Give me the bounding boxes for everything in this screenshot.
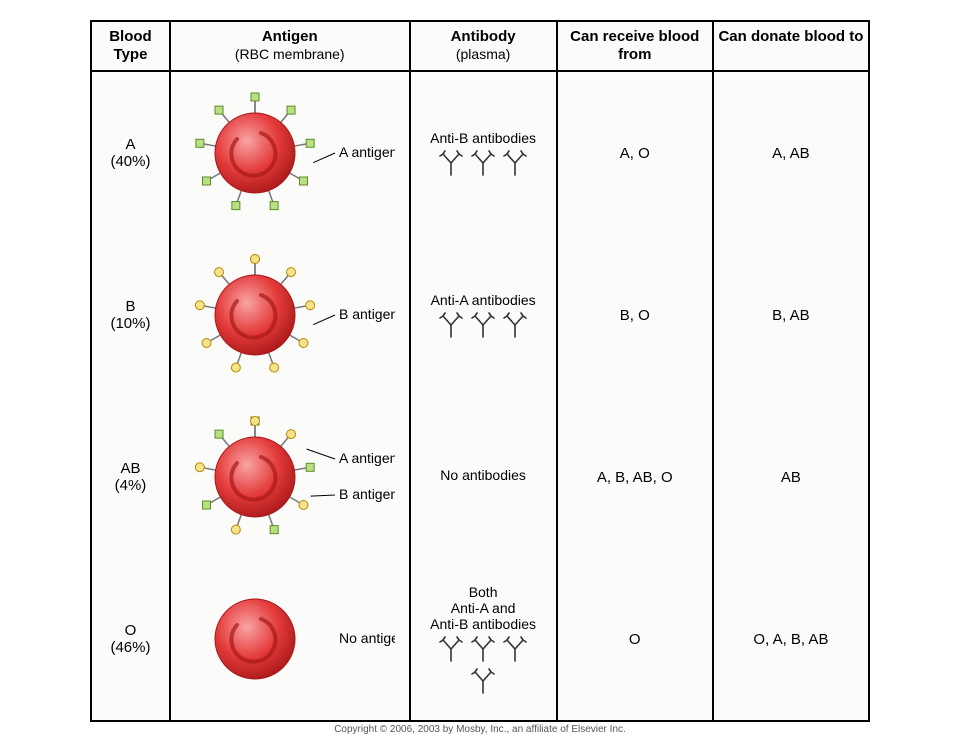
rbc-icon: A antigen B antigen <box>185 407 395 547</box>
type-percent: (40%) <box>96 153 165 170</box>
header-antibody-sub: (plasma) <box>415 46 552 63</box>
receive-cell: A, B, AB, O <box>557 396 713 558</box>
table-row: AB (4%) A antigen B antigen No antibodies A… <box>91 396 869 558</box>
antibody-icon <box>438 312 464 338</box>
antibody-icon <box>438 150 464 176</box>
blood-type-chart: Blood Type Antigen (RBC membrane) Antibo… <box>0 0 960 745</box>
antibody-label: Anti-B antibodies <box>415 130 552 146</box>
antibody-cell: No antibodies <box>410 396 557 558</box>
donate-cell: B, AB <box>713 234 869 396</box>
header-blood-type-label: Blood Type <box>109 28 152 63</box>
blood-type-cell: A (40%) <box>91 71 170 234</box>
table-row: B (10%) B antigen Anti-A antibodies <box>91 234 869 396</box>
header-receive-label: Can receive blood from <box>570 28 699 63</box>
type-percent: (46%) <box>96 639 165 656</box>
copyright-text: Copyright © 2006, 2003 by Mosby, Inc., a… <box>90 724 870 735</box>
antibody-cell: Anti-A antibodies <box>410 234 557 396</box>
rbc-icon: A antigen <box>185 83 395 223</box>
type-name: AB <box>96 460 165 477</box>
donate-cell: A, AB <box>713 71 869 234</box>
blood-type-table: Blood Type Antigen (RBC membrane) Antibo… <box>90 20 870 722</box>
antibody-icons <box>428 150 538 176</box>
header-antigen-label: Antigen <box>262 28 318 45</box>
type-percent: (4%) <box>96 477 165 494</box>
receive-cell: O <box>557 558 713 721</box>
header-blood-type: Blood Type <box>91 21 170 71</box>
antibody-icon <box>502 636 528 662</box>
donate-cell: AB <box>713 396 869 558</box>
rbc-icon: No antigen <box>185 569 395 709</box>
type-name: B <box>96 298 165 315</box>
antibody-icon <box>470 636 496 662</box>
type-percent: (10%) <box>96 315 165 332</box>
table-row: A (40%) A antigen Anti-B antibodies <box>91 71 869 234</box>
blood-type-cell: AB (4%) <box>91 396 170 558</box>
antibody-icon <box>502 312 528 338</box>
table-row: O (46%) No antigen BothAnti-A andAnti-B a… <box>91 558 869 721</box>
antigen-cell: A antigen <box>170 71 410 234</box>
receive-cell: B, O <box>557 234 713 396</box>
antigen-cell: B antigen <box>170 234 410 396</box>
antibody-icons <box>428 312 538 338</box>
donate-cell: O, A, B, AB <box>713 558 869 721</box>
type-name: A <box>96 136 165 153</box>
rbc-icon: B antigen <box>185 245 395 385</box>
header-antigen: Antigen (RBC membrane) <box>170 21 410 71</box>
antibody-label: BothAnti-A andAnti-B antibodies <box>415 584 552 632</box>
header-donate: Can donate blood to <box>713 21 869 71</box>
antigen-cell: No antigen <box>170 558 410 721</box>
antibody-icon <box>470 312 496 338</box>
header-antibody: Antibody (plasma) <box>410 21 557 71</box>
header-antibody-label: Antibody <box>451 28 516 45</box>
svg-text:B antigen: B antigen <box>339 306 395 322</box>
antibody-cell: BothAnti-A andAnti-B antibodies <box>410 558 557 721</box>
svg-text:A antigen: A antigen <box>339 144 395 160</box>
antibody-icons <box>428 636 538 694</box>
antibody-icon <box>470 150 496 176</box>
antibody-label: No antibodies <box>415 467 552 483</box>
antigen-cell: A antigen B antigen <box>170 396 410 558</box>
antibody-label: Anti-A antibodies <box>415 292 552 308</box>
antibody-icon <box>438 636 464 662</box>
header-antigen-sub: (RBC membrane) <box>175 46 405 63</box>
antibody-cell: Anti-B antibodies <box>410 71 557 234</box>
type-name: O <box>96 622 165 639</box>
antibody-icon <box>502 150 528 176</box>
blood-type-cell: O (46%) <box>91 558 170 721</box>
header-donate-label: Can donate blood to <box>718 28 863 45</box>
svg-text:No antigen: No antigen <box>339 630 395 646</box>
receive-cell: A, O <box>557 71 713 234</box>
header-receive: Can receive blood from <box>557 21 713 71</box>
header-row: Blood Type Antigen (RBC membrane) Antibo… <box>91 21 869 71</box>
svg-text:A antigen: A antigen <box>339 450 395 466</box>
blood-type-cell: B (10%) <box>91 234 170 396</box>
svg-text:B antigen: B antigen <box>339 486 395 502</box>
antibody-icon <box>470 668 496 694</box>
